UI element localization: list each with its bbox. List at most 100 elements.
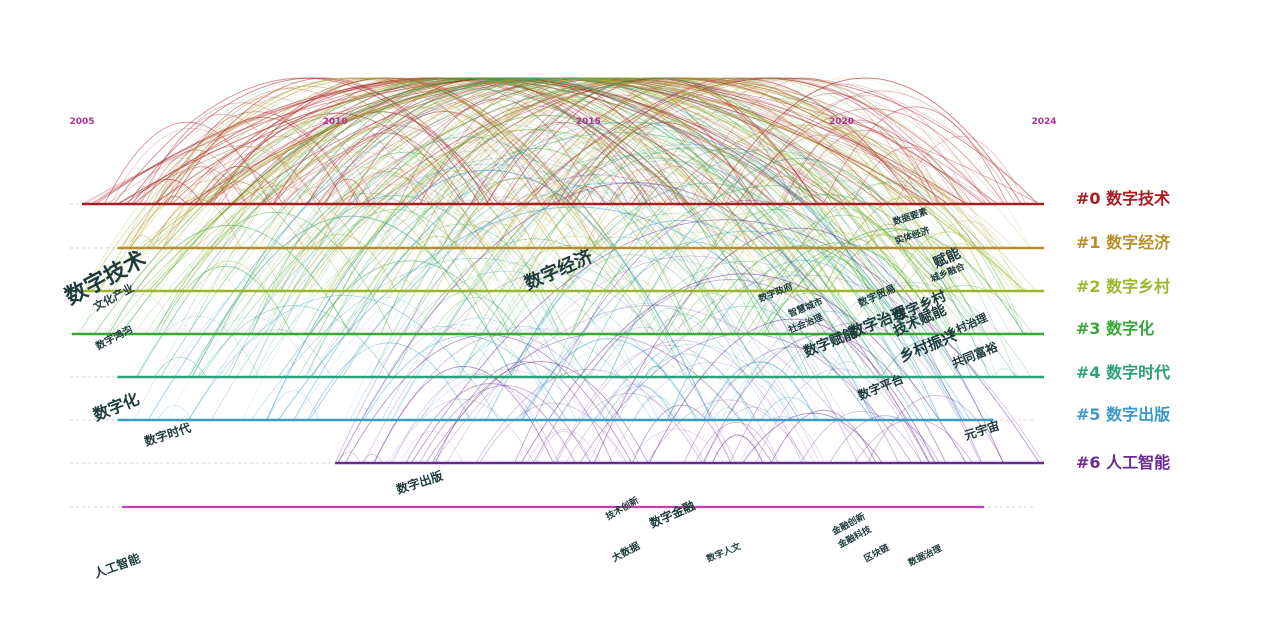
citation-arc bbox=[739, 416, 825, 464]
citation-arc bbox=[992, 368, 1017, 378]
citation-arc bbox=[400, 137, 709, 292]
citation-arc bbox=[633, 395, 679, 421]
citation-arc bbox=[325, 178, 370, 205]
citation-arc bbox=[354, 168, 433, 205]
citation-arc bbox=[405, 383, 576, 464]
citation-arc bbox=[485, 220, 874, 421]
citation-arc bbox=[475, 77, 958, 249]
citation-arc bbox=[366, 268, 414, 292]
citation-arc bbox=[555, 77, 917, 205]
citation-arc bbox=[561, 77, 917, 205]
citation-arc bbox=[278, 132, 963, 378]
citation-arc bbox=[799, 208, 889, 249]
citation-arc bbox=[147, 186, 305, 249]
citation-arc bbox=[565, 274, 1044, 464]
citation-arc bbox=[119, 77, 617, 249]
citation-arc bbox=[291, 77, 914, 292]
citation-arc bbox=[770, 409, 877, 464]
citation-arc bbox=[896, 285, 1034, 335]
citation-arc bbox=[398, 98, 595, 205]
citation-arc bbox=[655, 313, 712, 335]
citation-arc bbox=[210, 181, 268, 205]
citation-arc bbox=[155, 212, 394, 335]
citation-arc bbox=[535, 431, 592, 464]
citation-arc bbox=[929, 220, 1006, 249]
citation-arc bbox=[485, 106, 932, 292]
citation-arc bbox=[612, 168, 674, 205]
citation-arc bbox=[470, 122, 652, 205]
citation-arc bbox=[160, 77, 618, 292]
citation-arc bbox=[760, 396, 819, 421]
citation-arc bbox=[588, 332, 820, 464]
citation-arc bbox=[145, 77, 653, 249]
citation-arc bbox=[631, 184, 681, 205]
citation-arc bbox=[498, 141, 689, 249]
citation-arc bbox=[347, 77, 895, 335]
citation-arc bbox=[711, 434, 764, 464]
citation-arc bbox=[309, 260, 510, 335]
arcs-cluster-2 bbox=[83, 77, 1036, 292]
citation-arc bbox=[800, 411, 923, 464]
citation-arc bbox=[434, 361, 613, 464]
citation-arc bbox=[392, 373, 560, 464]
citation-arc bbox=[476, 212, 888, 378]
citation-arc bbox=[211, 77, 561, 205]
citation-arc bbox=[163, 195, 187, 205]
citation-arc bbox=[353, 223, 568, 335]
keyword-label: 技术创新 bbox=[604, 494, 641, 522]
citation-arc bbox=[544, 77, 1039, 205]
citation-arc bbox=[156, 166, 247, 205]
citation-arc bbox=[608, 182, 649, 205]
citation-arc bbox=[494, 77, 909, 249]
citation-arc bbox=[518, 82, 958, 292]
citation-arc bbox=[389, 398, 535, 464]
citation-arc bbox=[158, 265, 293, 335]
citation-arc bbox=[761, 256, 896, 335]
citation-arc bbox=[663, 209, 888, 335]
year-label: 2024 bbox=[1031, 117, 1056, 127]
citation-arc bbox=[295, 77, 1021, 292]
citation-arc bbox=[868, 311, 928, 335]
year-label: 2020 bbox=[829, 117, 854, 127]
citation-arc bbox=[477, 170, 816, 292]
citation-arc bbox=[221, 81, 583, 249]
citation-arc bbox=[385, 279, 418, 292]
citation-arc bbox=[318, 143, 713, 292]
citation-arc bbox=[383, 99, 750, 292]
citation-arc bbox=[152, 111, 362, 205]
citation-arc bbox=[361, 453, 383, 464]
citation-arc bbox=[583, 179, 713, 249]
citation-arc bbox=[526, 84, 832, 249]
citation-arc bbox=[697, 245, 906, 335]
citation-arc bbox=[125, 178, 318, 249]
citation-arc bbox=[755, 168, 823, 205]
citation-arc bbox=[497, 77, 1031, 249]
citation-arc bbox=[162, 146, 339, 249]
citation-arc bbox=[624, 79, 916, 249]
citation-arc bbox=[272, 111, 490, 205]
citation-arc bbox=[897, 296, 981, 335]
citation-arc bbox=[330, 77, 931, 292]
citation-arc bbox=[470, 125, 687, 205]
citation-arc bbox=[744, 95, 987, 205]
citation-arc bbox=[122, 102, 393, 249]
citation-arc bbox=[147, 77, 1025, 292]
keyword-label: 数字出版 bbox=[394, 468, 444, 497]
citation-arc bbox=[452, 98, 851, 292]
citation-arc bbox=[83, 118, 462, 292]
citation-arc bbox=[441, 177, 597, 249]
citation-arc bbox=[713, 407, 742, 421]
citation-arc bbox=[768, 180, 1026, 335]
citation-arc bbox=[750, 228, 789, 249]
citation-arc bbox=[865, 223, 913, 249]
citation-arc bbox=[449, 196, 557, 249]
citation-arc bbox=[152, 77, 821, 335]
citation-arc bbox=[720, 344, 879, 421]
citation-arc bbox=[683, 346, 900, 464]
citation-arc bbox=[404, 77, 1027, 292]
citation-arc bbox=[742, 221, 788, 249]
citation-arc bbox=[419, 105, 647, 205]
citation-arc bbox=[340, 120, 838, 335]
citation-arc bbox=[486, 79, 753, 205]
